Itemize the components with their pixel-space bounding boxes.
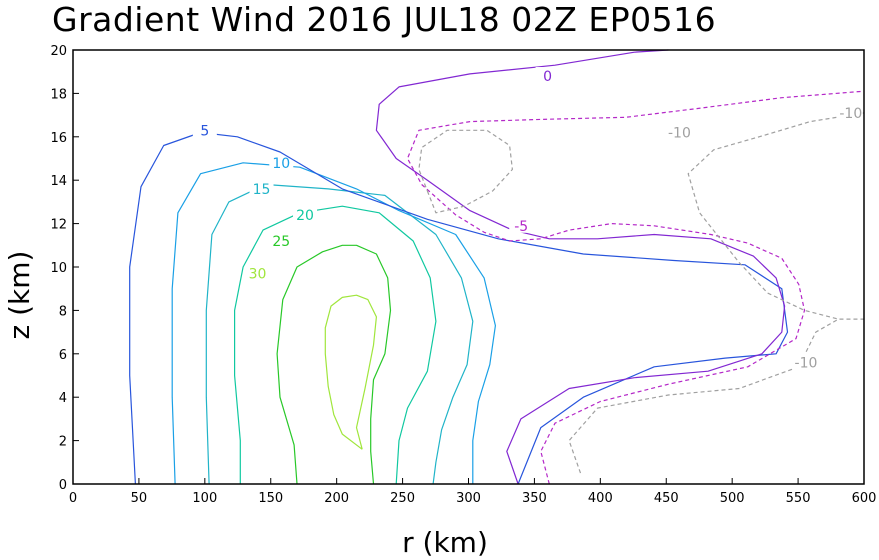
contour-label: 10 (272, 156, 290, 172)
x-tick-label: 200 (324, 491, 349, 506)
contour-label-bg (535, 67, 560, 84)
contour-label-bg (269, 153, 294, 170)
contour-line (205, 183, 474, 485)
contour-label-bg (667, 123, 692, 140)
y-tick-label: 6 (59, 348, 67, 363)
contour-line (171, 162, 496, 485)
contour-label: 15 (253, 182, 271, 198)
y-tick-label: 2 (59, 435, 67, 450)
contour-label-bg (509, 216, 534, 233)
contour-label-bg (293, 205, 318, 222)
contour-label-bg (793, 353, 818, 370)
contour-line (687, 112, 865, 320)
contour-label-bg (249, 179, 274, 196)
x-tick-label: 550 (786, 491, 811, 506)
contour-label: 20 (296, 208, 314, 224)
y-tick-label: 20 (50, 44, 67, 59)
contour-label: 5 (200, 123, 209, 139)
contour-line (129, 131, 789, 485)
x-tick-label: 0 (69, 491, 77, 506)
contour-line (418, 129, 513, 214)
contour-label: 25 (272, 234, 290, 250)
x-tick-label: 300 (456, 491, 481, 506)
tick-layer: 0 50 100 150 200 250 300 350 400 450 500 550 6000246… (50, 44, 876, 506)
contour-line (375, 49, 786, 485)
contour-label: -10 (795, 355, 818, 371)
contour-line (234, 205, 437, 485)
y-tick-label: 8 (59, 304, 67, 319)
contour-label-bg (192, 121, 217, 138)
contour-label: -10 (668, 125, 691, 141)
x-tick-label: 150 (258, 491, 283, 506)
contour-label-bg (245, 264, 270, 281)
x-tick-label: 500 (720, 491, 745, 506)
contour-label-bg (838, 103, 863, 120)
plot-frame (72, 49, 865, 485)
contour-line (324, 294, 377, 450)
y-axis-label: z (km) (3, 251, 36, 340)
x-tick-label: 350 (522, 491, 547, 506)
y-tick-label: 12 (50, 218, 67, 233)
contour-label: 0 (543, 69, 552, 85)
contour-label: 30 (249, 267, 267, 283)
x-tick-label: 400 (588, 491, 613, 506)
x-tick-label: 250 (390, 491, 415, 506)
x-tick-label: 100 (192, 491, 217, 506)
contour-label-bg (269, 231, 294, 248)
y-tick-label: 16 (50, 131, 67, 146)
contour-line (568, 318, 864, 474)
chart-title: Gradient Wind 2016 JUL18 02Z EP0516 (52, 0, 717, 39)
contour-line (276, 244, 392, 485)
y-tick-label: 14 (50, 174, 67, 189)
y-tick-label: 10 (50, 261, 67, 276)
y-tick-label: 18 (50, 87, 67, 102)
contour-label: -5 (514, 219, 528, 235)
x-tick-label: 50 (131, 491, 148, 506)
y-tick-label: 4 (59, 391, 67, 406)
x-tick-label: 450 (654, 491, 679, 506)
contour-line (406, 90, 865, 485)
x-axis-label: r (km) (402, 526, 488, 559)
x-tick-label: 600 (852, 491, 877, 506)
contour-label: -10 (839, 106, 862, 122)
y-tick-label: 0 (59, 478, 67, 493)
